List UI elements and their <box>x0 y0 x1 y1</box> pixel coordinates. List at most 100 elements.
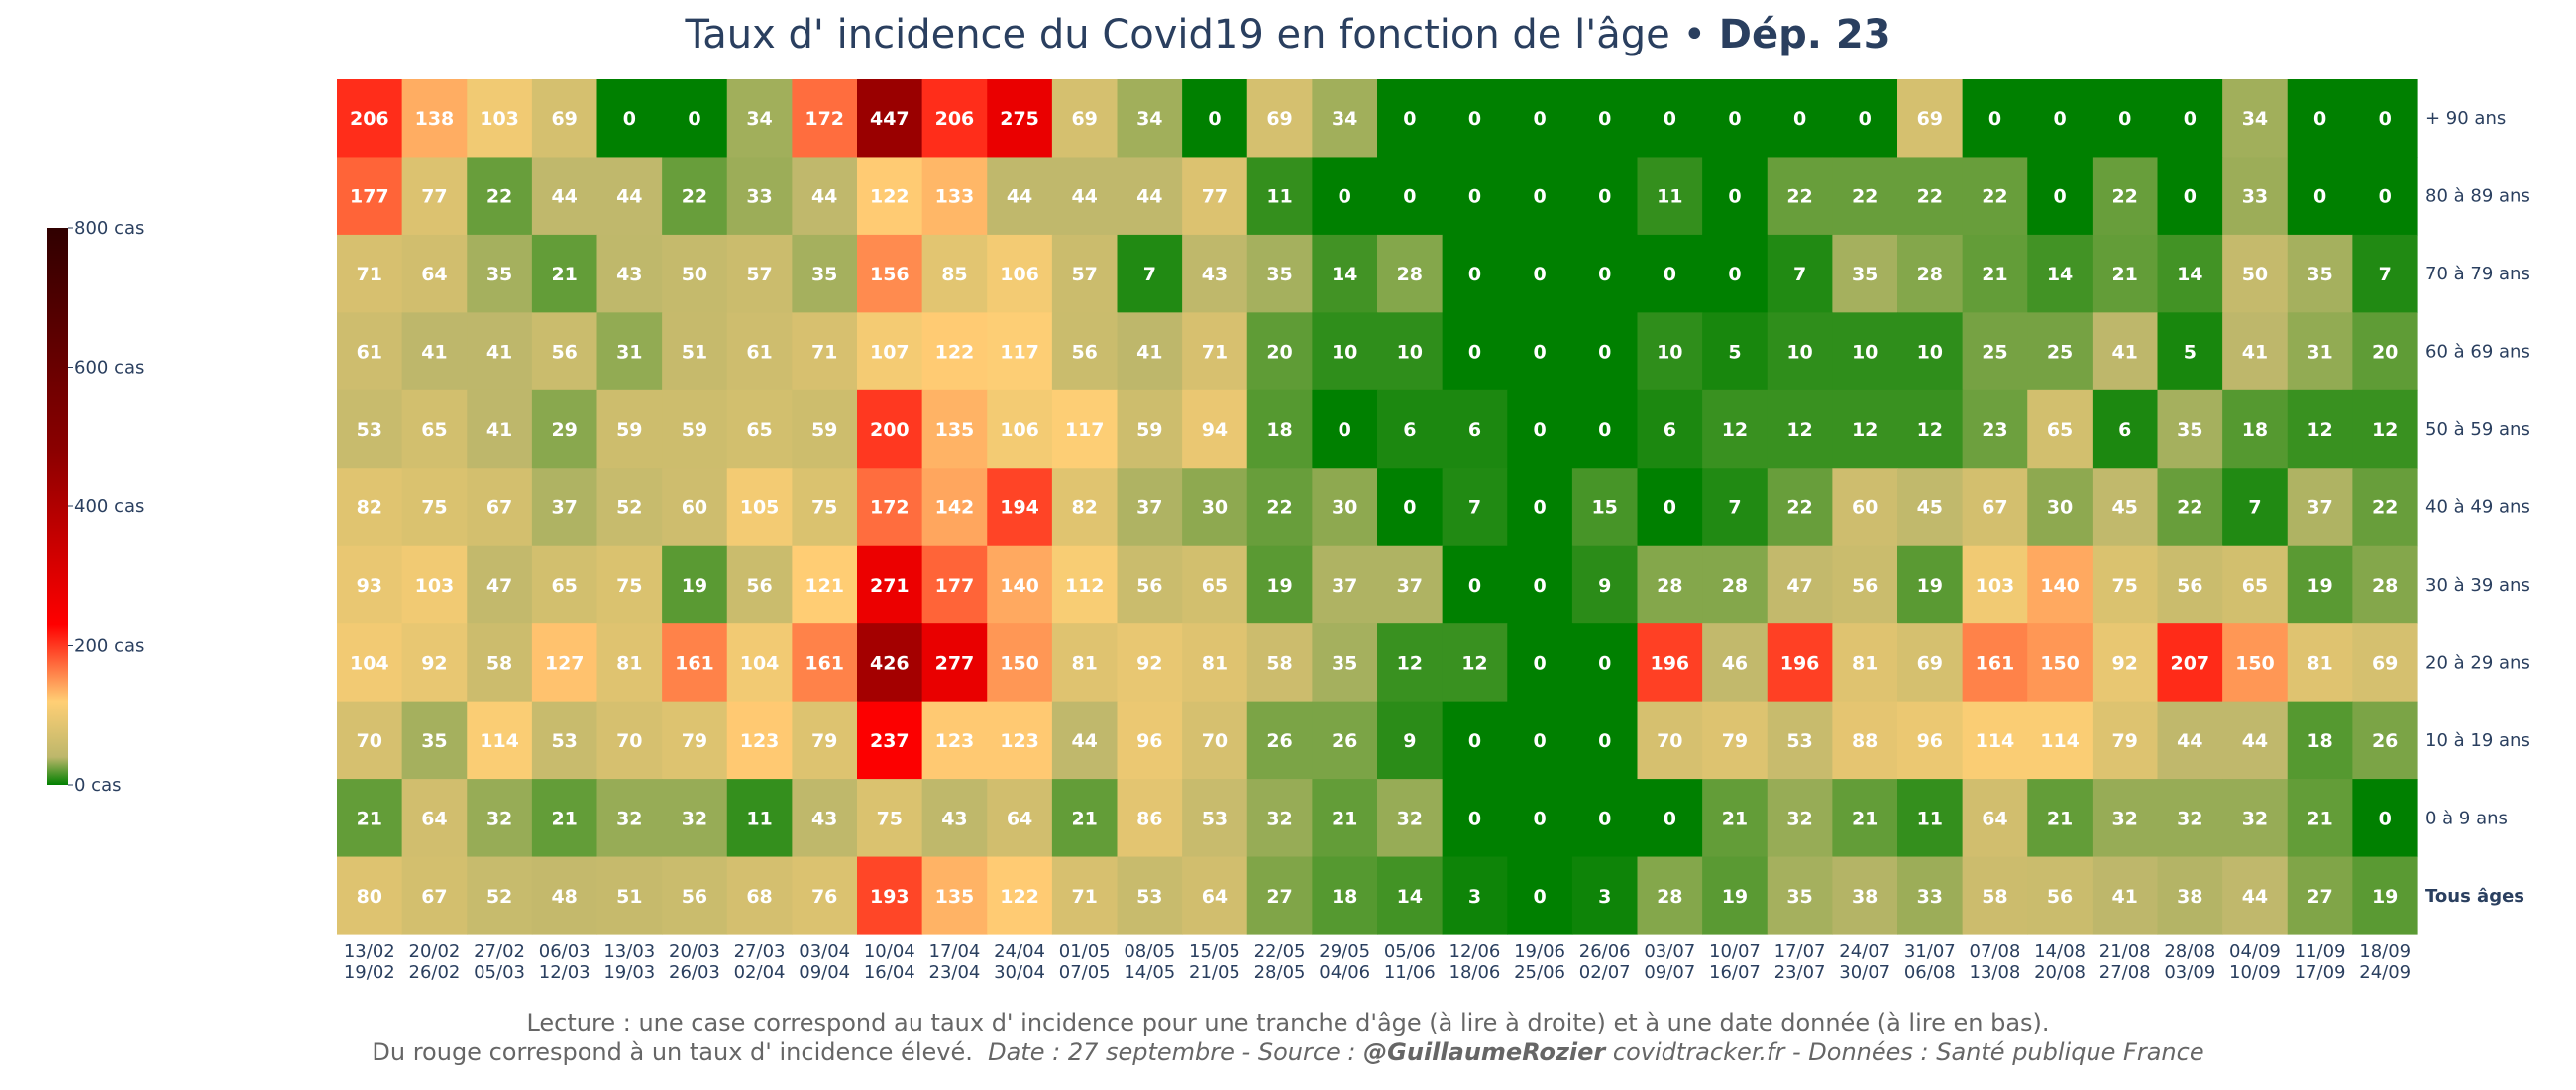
cell-value-label: 0 <box>2313 108 2326 130</box>
cell-value-label: 80 <box>357 886 382 908</box>
cell-value-label: 18 <box>2307 730 2332 752</box>
heatmap-cell <box>1507 389 1573 469</box>
x-tick-label-end: 04/06 <box>1319 962 1370 983</box>
x-tick-label-end: 09/07 <box>1644 962 1695 983</box>
heatmap-cell <box>2222 79 2289 159</box>
cell-value-label: 86 <box>1136 808 1162 829</box>
cell-value-label: 19 <box>1722 886 1748 908</box>
heatmap-cell <box>1637 856 1703 935</box>
cell-value-label: 50 <box>682 264 707 285</box>
heatmap-cell <box>596 157 663 236</box>
cell-value-label: 53 <box>551 730 577 752</box>
heatmap-cell <box>1117 779 1183 858</box>
cell-value-label: 7 <box>2248 497 2261 519</box>
heatmap-cell <box>1377 779 1444 858</box>
heatmap-cell <box>1182 468 1248 547</box>
heatmap-cell <box>2352 779 2418 858</box>
heatmap-cell <box>1832 468 1898 547</box>
heatmap-cell <box>2352 389 2418 469</box>
heatmap-cell <box>2287 623 2353 703</box>
heatmap-cell <box>662 856 728 935</box>
heatmap-cell <box>1051 389 1119 469</box>
cell-value-label: 26 <box>1332 730 1357 752</box>
cell-value-label: 18 <box>1266 419 1292 441</box>
heatmap-cell <box>1571 157 1639 236</box>
heatmap-cell <box>1897 234 1964 313</box>
cell-value-label: 0 <box>1403 186 1416 208</box>
x-tick-label-end: 05/03 <box>474 962 525 983</box>
cell-value-label: 106 <box>1000 264 1039 285</box>
cell-value-label: 19 <box>2307 575 2332 597</box>
heatmap-cell <box>1117 856 1183 935</box>
cell-value-label: 96 <box>1136 730 1162 752</box>
cell-value-label: 27 <box>2307 886 2332 908</box>
cell-value-label: 35 <box>811 264 837 285</box>
heatmap-cell <box>2092 779 2159 858</box>
cell-value-label: 32 <box>682 808 707 829</box>
x-tick-label-end: 24/09 <box>2359 962 2411 983</box>
heatmap-cell <box>857 545 923 624</box>
heatmap-cell <box>1312 545 1378 624</box>
heatmap-cell <box>1246 389 1313 469</box>
cell-value-label: 172 <box>870 497 910 519</box>
heatmap-cell <box>1702 468 1769 547</box>
cell-value-label: 140 <box>2040 575 2080 597</box>
x-tick-label-start: 18/09 <box>2359 941 2411 962</box>
x-tick-label-start: 10/07 <box>1709 941 1761 962</box>
x-tick-label-start: 28/08 <box>2164 941 2215 962</box>
cell-value-label: 19 <box>1266 575 1292 597</box>
heatmap-cell <box>2352 468 2418 547</box>
cell-value-label: 140 <box>1000 575 1039 597</box>
cell-value-label: 107 <box>870 342 910 364</box>
cell-value-label: 12 <box>1397 652 1423 674</box>
cell-value-label: 0 <box>1533 186 1546 208</box>
cell-value-label: 122 <box>870 186 910 208</box>
cell-value-label: 0 <box>1988 108 2001 130</box>
heatmap-cell <box>2092 856 2159 935</box>
cell-value-label: 0 <box>1533 575 1546 597</box>
heatmap-cell <box>1246 856 1313 935</box>
heatmap-cell <box>1312 856 1378 935</box>
cell-value-label: 161 <box>805 652 844 674</box>
x-tick-label-start: 04/09 <box>2229 941 2281 962</box>
cell-value-label: 32 <box>2111 808 2137 829</box>
cell-value-label: 10 <box>1852 342 1878 364</box>
heatmap-cell <box>1897 468 1964 547</box>
heatmap-cell <box>1182 312 1248 391</box>
heatmap-cell <box>1117 468 1183 547</box>
cell-value-label: 21 <box>1071 808 1097 829</box>
x-tick-label-end: 20/08 <box>2034 962 2086 983</box>
heatmap-cell <box>2352 234 2418 313</box>
cell-value-label: 28 <box>2372 575 2398 597</box>
heatmap-cell <box>1051 779 1119 858</box>
caption-date-source: Date : 27 septembre - Source : <box>988 1038 1355 1066</box>
heatmap-cell <box>2287 779 2353 858</box>
heatmap-cell <box>1767 701 1833 780</box>
cell-value-label: 172 <box>805 108 844 130</box>
cell-value-label: 28 <box>1917 264 1943 285</box>
heatmap-cell <box>1571 234 1639 313</box>
cell-value-label: 69 <box>1917 108 1943 130</box>
cell-value-label: 0 <box>1793 108 1806 130</box>
heatmap-cell <box>1312 157 1378 236</box>
cell-value-label: 35 <box>1266 264 1292 285</box>
heatmap-cell <box>337 157 403 236</box>
caption-line-1: Lecture : une case correspond au taux d'… <box>526 1009 2049 1036</box>
cell-value-label: 117 <box>1000 342 1039 364</box>
cell-value-label: 177 <box>350 186 389 208</box>
heatmap-cell <box>1117 234 1183 313</box>
heatmap-cell <box>857 779 923 858</box>
cell-value-label: 0 <box>1728 108 1741 130</box>
heatmap-cell <box>1442 234 1508 313</box>
cell-value-label: 6 <box>1403 419 1416 441</box>
cell-value-label: 56 <box>2047 886 2073 908</box>
cell-value-label: 56 <box>682 886 707 908</box>
cell-value-label: 0 <box>1598 808 1611 829</box>
heatmap-cell <box>1637 701 1703 780</box>
x-tick-label-start: 24/04 <box>994 941 1045 962</box>
y-tick-label: 10 à 19 ans <box>2425 730 2530 751</box>
cell-value-label: 0 <box>1533 342 1546 364</box>
cell-value-label: 11 <box>1917 808 1943 829</box>
cell-value-label: 0 <box>1664 108 1676 130</box>
cell-value-label: 0 <box>2379 808 2392 829</box>
